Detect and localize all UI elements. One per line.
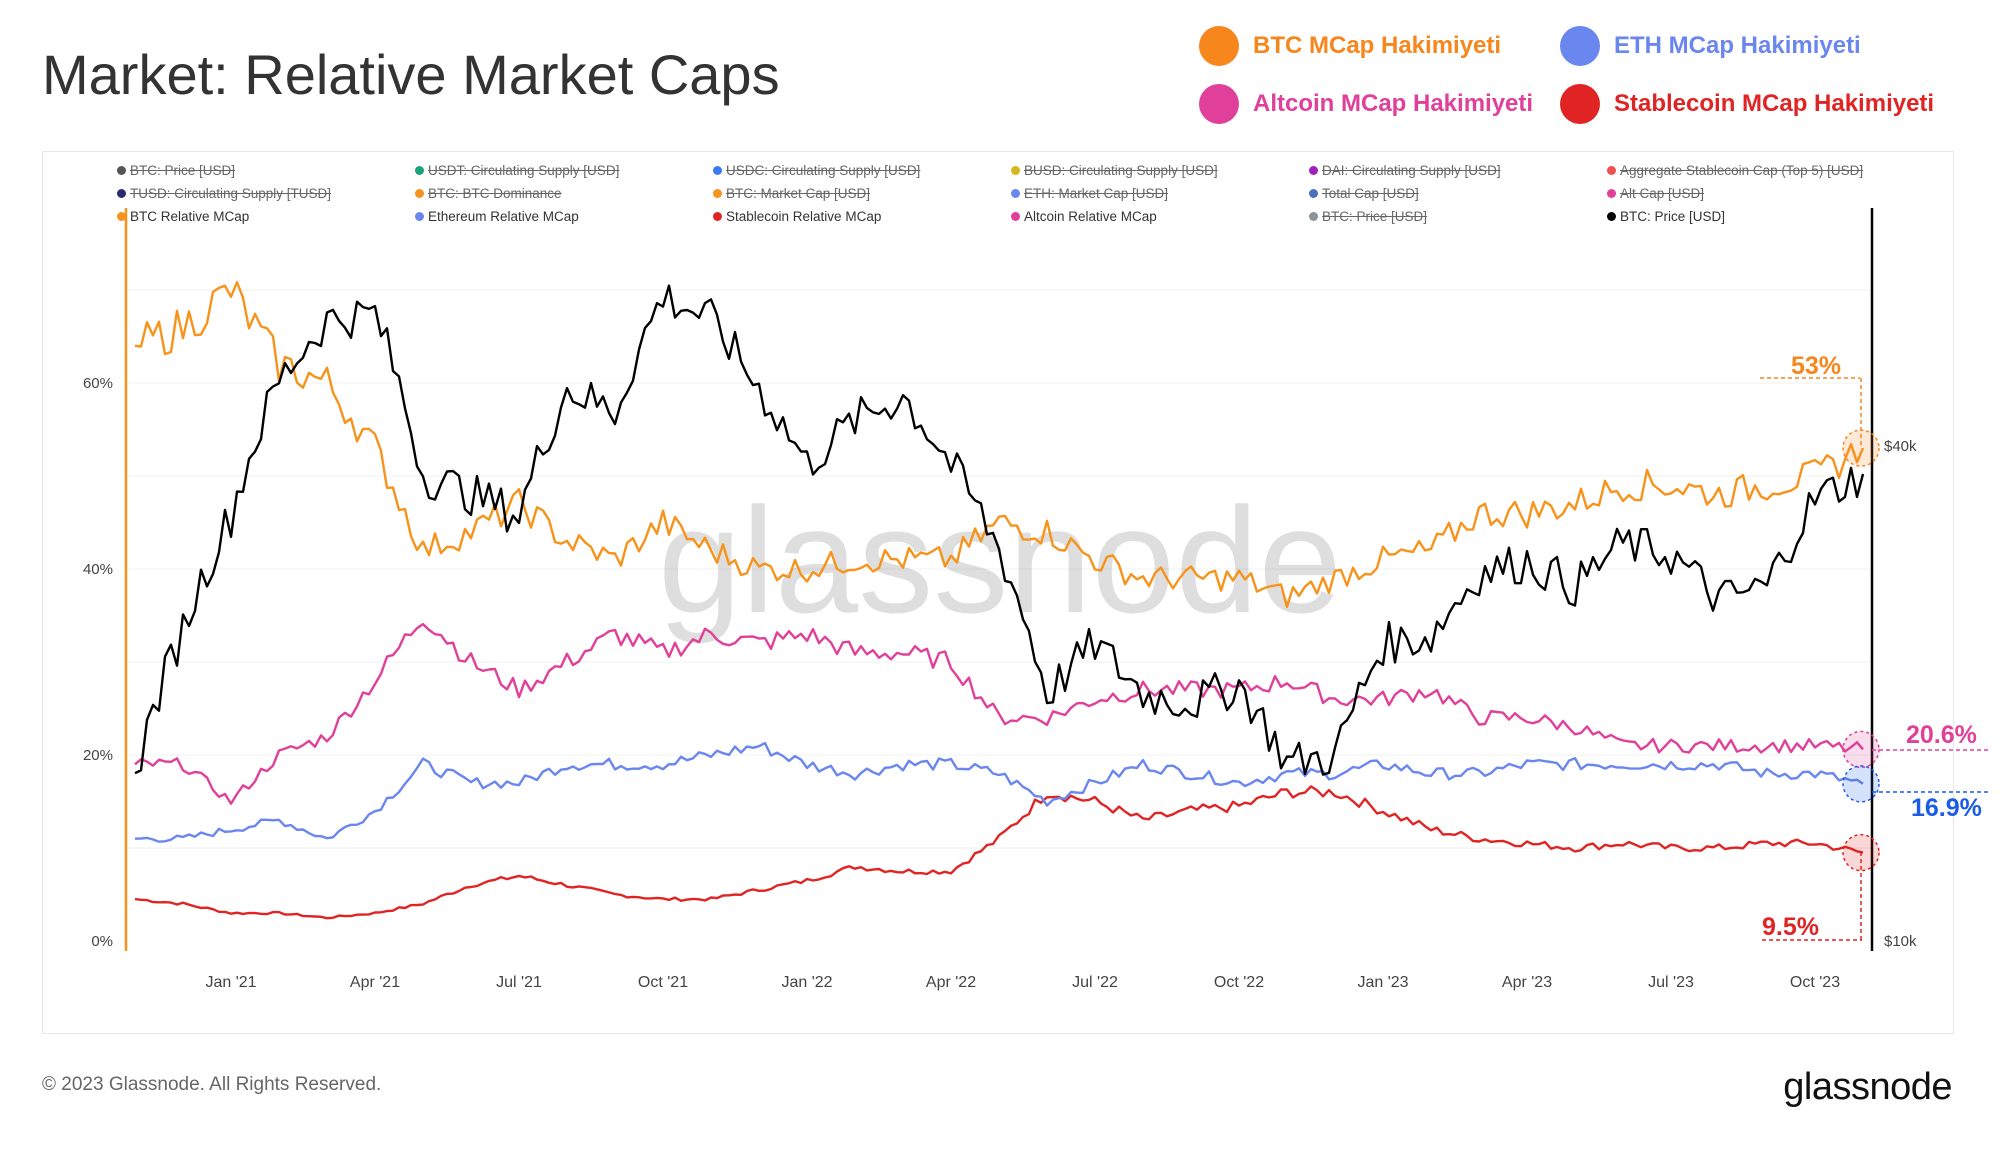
legend-item[interactable]: Alt Cap [USD] — [1607, 186, 1704, 201]
eth-dot-icon — [1560, 26, 1600, 66]
legend-dot-icon — [117, 166, 126, 175]
legend-item[interactable]: TUSD: Circulating Supply [TUSD] — [117, 186, 331, 201]
legend-label: BTC: Price [USD] — [130, 163, 236, 178]
legend-label: Altcoin MCap Hakimiyeti — [1253, 90, 1534, 117]
chart-panel — [42, 151, 1954, 1034]
legend-btc-dominance: BTC MCap Hakimiyeti — [1199, 26, 1501, 66]
legend-item[interactable]: USDT: Circulating Supply [USD] — [415, 163, 619, 178]
legend-item[interactable]: BUSD: Circulating Supply [USD] — [1011, 163, 1218, 178]
legend-item[interactable]: BTC Relative MCap — [117, 209, 249, 224]
legend-label: BUSD: Circulating Supply [USD] — [1024, 163, 1218, 178]
legend-item[interactable]: BTC: BTC Dominance — [415, 186, 562, 201]
legend-label: USDC: Circulating Supply [USD] — [726, 163, 921, 178]
legend-item[interactable]: DAI: Circulating Supply [USD] — [1309, 163, 1501, 178]
legend-dot-icon — [1607, 189, 1616, 198]
x-tick-label: Jul '23 — [1648, 974, 1694, 991]
legend-dot-icon — [1011, 189, 1020, 198]
legend-label: Stablecoin Relative MCap — [726, 209, 882, 224]
stablecoin-dot-icon — [1560, 84, 1600, 124]
x-tick-label: Oct '23 — [1790, 974, 1840, 991]
annotation-label: 16.9% — [1911, 794, 1982, 822]
legend-item[interactable]: Aggregate Stablecoin Cap (Top 5) [USD] — [1607, 163, 1863, 178]
legend-label: BTC: Market Cap [USD] — [726, 186, 871, 201]
legend-item[interactable]: BTC: Price [USD] — [117, 163, 235, 178]
legend-dot-icon — [1309, 189, 1318, 198]
x-tick-label: Apr '22 — [926, 974, 976, 991]
legend-dot-icon — [713, 212, 722, 221]
legend-dot-icon — [1011, 166, 1020, 175]
legend-dot-icon — [713, 189, 722, 198]
legend-dot-icon — [1309, 166, 1318, 175]
legend-item[interactable]: Stablecoin Relative MCap — [713, 209, 881, 224]
legend-dot-icon — [117, 189, 126, 198]
legend-label: Total Cap [USD] — [1322, 186, 1419, 201]
series-line-stablecoin-relative-mcap — [134, 785, 1864, 920]
legend-label: ETH: Market Cap [USD] — [1024, 186, 1169, 201]
legend-dot-icon — [1607, 212, 1616, 221]
legend-dot-icon — [415, 166, 424, 175]
legend-label: BTC MCap Hakimiyeti — [1253, 32, 1502, 59]
legend-dot-icon — [1309, 212, 1318, 221]
y-tick-label: 60% — [83, 375, 113, 392]
legend-label: DAI: Circulating Supply [USD] — [1322, 163, 1501, 178]
legend-label: BTC: BTC Dominance — [428, 186, 562, 201]
legend-item[interactable]: BTC: Price [USD] — [1607, 209, 1725, 224]
x-tick-label: Apr '21 — [350, 974, 400, 991]
altcoin-dot-icon — [1199, 84, 1239, 124]
legend-dot-icon — [713, 166, 722, 175]
legend-dot-icon — [117, 212, 126, 221]
legend-dot-icon — [1607, 166, 1616, 175]
x-tick-label: Oct '21 — [638, 974, 688, 991]
series-line-btc-relative-mcap — [134, 281, 1865, 609]
x-tick-label: Jan '21 — [205, 974, 256, 991]
legend-dot-icon — [415, 212, 424, 221]
legend-label: Alt Cap [USD] — [1620, 186, 1705, 201]
legend-item[interactable]: ETH: Market Cap [USD] — [1011, 186, 1168, 201]
series-line-btc-price-usd- — [134, 284, 1865, 776]
y-tick-label: 40% — [83, 561, 113, 578]
legend-eth-dominance: ETH MCap Hakimiyeti — [1560, 26, 1861, 66]
legend-label: BTC: Price [USD] — [1620, 209, 1726, 224]
x-tick-label: Jul '22 — [1072, 974, 1118, 991]
page-title: Market: Relative Market Caps — [42, 43, 780, 106]
x-tick-label: Oct '22 — [1214, 974, 1264, 991]
annotation-label: 53% — [1791, 352, 1841, 380]
btc-dot-icon — [1199, 26, 1239, 66]
legend-label: BTC Relative MCap — [130, 209, 250, 224]
series-line-altcoin-relative-mcap — [134, 622, 1864, 805]
legend-label: Altcoin Relative MCap — [1024, 209, 1157, 224]
legend-item[interactable]: Altcoin Relative MCap — [1011, 209, 1157, 224]
x-tick-label: Jan '22 — [781, 974, 832, 991]
x-tick-label: Apr '23 — [1502, 974, 1552, 991]
legend-item[interactable]: BTC: Market Cap [USD] — [713, 186, 870, 201]
annotation-marker — [1842, 765, 1880, 803]
legend-label: BTC: Price [USD] — [1322, 209, 1428, 224]
legend-label: Stablecoin MCap Hakimiyeti — [1614, 90, 1935, 117]
y-right-tick-label: $10k — [1884, 933, 1917, 950]
y-tick-label: 0% — [91, 933, 113, 950]
x-tick-label: Jul '21 — [496, 974, 542, 991]
legend-label: ETH MCap Hakimiyeti — [1614, 32, 1861, 59]
legend-altcoin-dominance: Altcoin MCap Hakimiyeti — [1199, 84, 1533, 124]
legend-item[interactable]: Ethereum Relative MCap — [415, 209, 579, 224]
legend-label: Aggregate Stablecoin Cap (Top 5) [USD] — [1620, 163, 1864, 178]
annotation-label: 20.6% — [1906, 721, 1977, 749]
series-line-ethereum-relative-mcap — [134, 741, 1864, 843]
copyright: © 2023 Glassnode. All Rights Reserved. — [42, 1074, 382, 1095]
legend-item[interactable]: BTC: Price [USD] — [1309, 209, 1427, 224]
y-tick-label: 20% — [83, 747, 113, 764]
legend-label: USDT: Circulating Supply [USD] — [428, 163, 620, 178]
legend-label: Ethereum Relative MCap — [428, 209, 579, 224]
legend-dot-icon — [1011, 212, 1020, 221]
legend-item[interactable]: Total Cap [USD] — [1309, 186, 1419, 201]
legend-dot-icon — [415, 189, 424, 198]
legend-label: TUSD: Circulating Supply [TUSD] — [130, 186, 332, 201]
y-right-tick-label: $40k — [1884, 438, 1917, 455]
annotation-label: 9.5% — [1762, 913, 1819, 941]
legend-item[interactable]: USDC: Circulating Supply [USD] — [713, 163, 920, 178]
glassnode-logo: glassnode — [1783, 1066, 1952, 1108]
legend-stablecoin-dominance: Stablecoin MCap Hakimiyeti — [1560, 84, 1934, 124]
x-tick-label: Jan '23 — [1357, 974, 1408, 991]
